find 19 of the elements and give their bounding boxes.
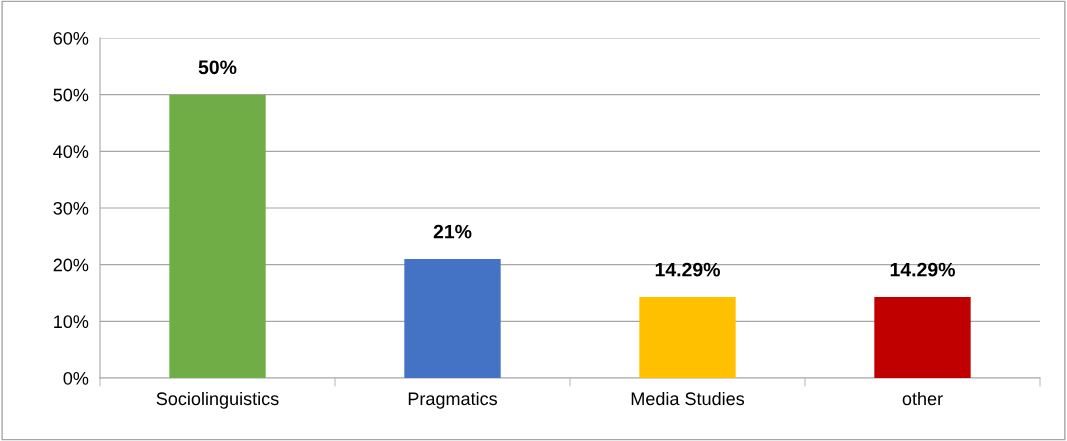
bar — [404, 259, 501, 378]
bar — [639, 297, 736, 378]
y-tick-label: 40% — [53, 145, 89, 159]
x-tick-label: Media Studies — [631, 391, 745, 406]
y-tick-label: 0% — [63, 371, 89, 385]
y-tick-label: 30% — [53, 201, 89, 215]
data-label: 14.29% — [655, 262, 720, 277]
y-tick-label: 50% — [53, 88, 89, 102]
y-tick-label: 10% — [54, 315, 89, 329]
x-tick-label: other — [902, 391, 943, 406]
x-tick-label: Sociolinguistics — [156, 391, 279, 409]
data-label: 14.29% — [890, 262, 955, 277]
bar — [874, 297, 971, 378]
data-label: 21% — [433, 224, 472, 239]
x-tick-label: Pragmatics — [408, 391, 497, 409]
y-tick-label: 60% — [53, 31, 89, 45]
bar — [169, 94, 266, 378]
y-tick-label: 20% — [53, 258, 89, 272]
data-label: 50% — [198, 60, 237, 75]
